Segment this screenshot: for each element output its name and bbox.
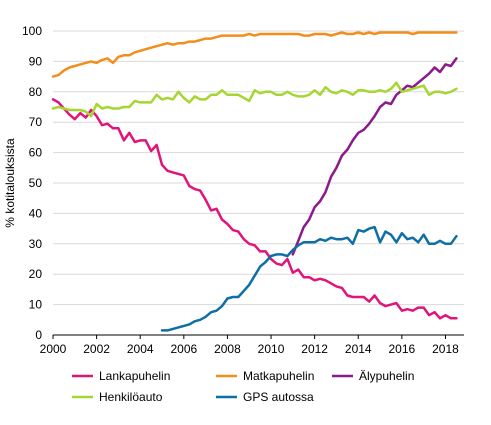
y-tick-label: 0 xyxy=(35,328,42,342)
series-line-1 xyxy=(51,31,458,78)
series-line-0 xyxy=(51,98,458,320)
legend-item: Matkapuhelin xyxy=(216,369,314,383)
legend-label: Henkilöauto xyxy=(99,390,163,404)
y-axis-title: % kotitalouksista xyxy=(3,138,17,228)
y-tick-label: 60 xyxy=(29,146,43,160)
legend-item: Henkilöauto xyxy=(72,390,163,404)
y-tick-label: 50 xyxy=(29,176,43,190)
x-tick-label: 2006 xyxy=(170,342,197,356)
gridlines xyxy=(53,30,464,306)
y-axis-tick-labels: 0 10 20 30 40 50 60 70 80 90 100 xyxy=(22,24,42,342)
legend-item: Älypuhelin xyxy=(332,369,414,383)
x-axis-tick-labels: 2000 2002 2004 2006 2008 2010 2012 2014 2016 2018 xyxy=(40,342,459,356)
y-tick-label: 30 xyxy=(29,237,43,251)
x-tick-label: 2016 xyxy=(389,342,416,356)
x-tick-label: 2008 xyxy=(214,342,241,356)
series-line-3 xyxy=(51,81,458,118)
y-tick-label: 100 xyxy=(22,24,42,38)
y-tick-label: 90 xyxy=(29,54,43,68)
x-tick-label: 2000 xyxy=(40,342,67,356)
series-line-4 xyxy=(160,225,458,332)
x-tick-label: 2002 xyxy=(83,342,110,356)
legend-label: Lankapuhelin xyxy=(99,369,170,383)
y-tick-label: 10 xyxy=(29,298,43,312)
legend-label: Älypuhelin xyxy=(359,369,414,383)
legend-label: GPS autossa xyxy=(243,390,314,404)
x-tick-label: 2012 xyxy=(301,342,328,356)
legend-item: GPS autossa xyxy=(216,390,314,404)
y-tick-label: 80 xyxy=(29,85,43,99)
y-tick-label: 40 xyxy=(29,206,43,220)
x-tick-label: 2010 xyxy=(258,342,285,356)
series-line-2 xyxy=(291,57,458,256)
y-tick-label: 20 xyxy=(29,267,43,281)
legend-item: Lankapuhelin xyxy=(72,369,170,383)
x-tick-label: 2004 xyxy=(127,342,154,356)
x-axis-tick-marks xyxy=(52,335,446,339)
x-tick-label: 2018 xyxy=(432,342,459,356)
legend-label: Matkapuhelin xyxy=(243,369,314,383)
series-lines xyxy=(51,31,458,332)
x-tick-label: 2014 xyxy=(345,342,372,356)
y-tick-label: 70 xyxy=(29,115,43,129)
legend: Lankapuhelin Matkapuhelin Älypuhelin Henkil… xyxy=(72,369,414,404)
